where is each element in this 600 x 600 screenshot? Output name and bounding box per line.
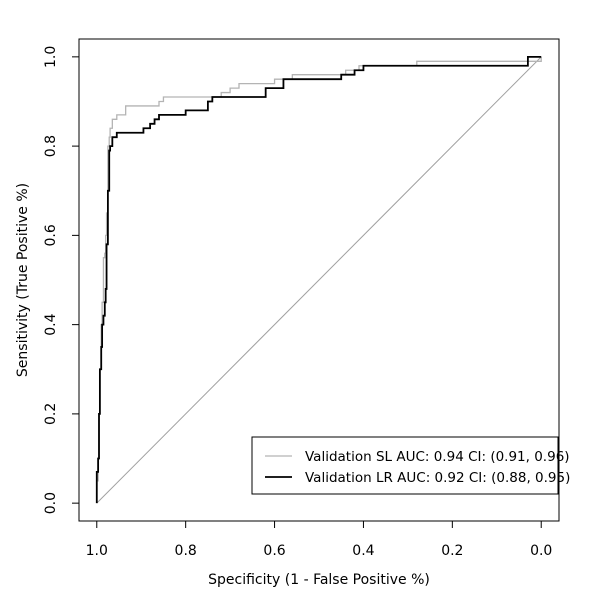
series-line-1 xyxy=(95,55,542,504)
x-tick-label-3: 0.4 xyxy=(352,543,374,559)
x-tick-label-0: 1.0 xyxy=(86,543,108,559)
y-tick-label-3: 0.6 xyxy=(43,224,59,246)
y-tick-label-4: 0.8 xyxy=(43,135,59,157)
plot-area xyxy=(95,55,542,504)
legend-box xyxy=(251,436,559,495)
x-tick-label-4: 0.2 xyxy=(441,543,463,559)
legend-label-0: Validation SL AUC: 0.94 CI: (0.91, 0.96) xyxy=(305,449,570,465)
y-axis-label: Sensitivity (True Positive %) xyxy=(15,183,31,377)
series-line-0 xyxy=(96,56,542,504)
reference-diagonal xyxy=(96,56,542,504)
y-tick-label-5: 1.0 xyxy=(43,46,59,68)
x-tick-label-2: 0.6 xyxy=(263,543,285,559)
x-tick-label-1: 0.8 xyxy=(175,543,197,559)
axes: 1.0 0.8 0.6 0.4 0.2 0.0 0.0 0.2 0.4 0.6 0.8 1.0 xyxy=(43,38,560,559)
legend-label-1: Validation LR AUC: 0.92 CI: (0.88, 0.95) xyxy=(305,470,570,486)
legend: Validation SL AUC: 0.94 CI: (0.91, 0.96)… xyxy=(251,436,570,495)
x-axis-label: Specificity (1 - False Positive %) xyxy=(208,572,430,588)
x-tick-label-5: 0.0 xyxy=(530,543,552,559)
y-tick-label-2: 0.4 xyxy=(43,313,59,335)
y-tick-label-0: 0.0 xyxy=(43,492,59,514)
y-tick-label-1: 0.2 xyxy=(43,403,59,425)
axis-labels: Specificity (1 - False Positive %) Sensi… xyxy=(15,183,430,588)
